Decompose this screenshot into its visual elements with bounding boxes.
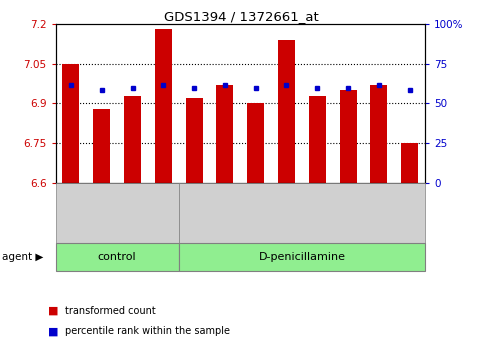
Text: transformed count: transformed count (65, 306, 156, 315)
Bar (62, 64, 79, 183)
Bar (216, 85, 233, 183)
Text: ■: ■ (48, 306, 59, 315)
Bar (309, 96, 326, 183)
Text: ■: ■ (48, 326, 59, 336)
Bar (278, 40, 295, 183)
Text: percentile rank within the sample: percentile rank within the sample (65, 326, 230, 336)
Bar (124, 96, 141, 183)
Text: agent ▶: agent ▶ (2, 252, 44, 262)
Bar (340, 90, 356, 183)
Bar (155, 29, 172, 183)
Bar (401, 143, 418, 183)
Text: GDS1394 / 1372661_at: GDS1394 / 1372661_at (164, 10, 319, 23)
Bar (247, 104, 264, 183)
Text: control: control (98, 252, 136, 262)
Bar (185, 98, 202, 183)
Text: D-penicillamine: D-penicillamine (258, 252, 345, 262)
Bar (370, 85, 387, 183)
Bar (93, 109, 110, 183)
